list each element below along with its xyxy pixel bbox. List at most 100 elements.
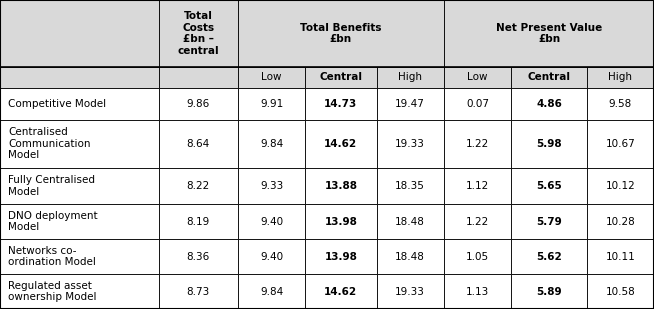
Text: 18.48: 18.48 bbox=[395, 217, 425, 227]
Bar bbox=[305, 274, 377, 309]
Bar bbox=[587, 168, 654, 204]
Bar bbox=[444, 204, 511, 239]
Bar bbox=[587, 67, 654, 88]
Text: 1.22: 1.22 bbox=[466, 217, 489, 227]
Bar bbox=[0, 239, 158, 274]
Text: 19.33: 19.33 bbox=[395, 286, 425, 297]
Bar bbox=[0, 274, 158, 309]
Bar bbox=[305, 120, 377, 168]
Bar bbox=[238, 274, 305, 309]
Text: High: High bbox=[398, 73, 422, 83]
Bar bbox=[238, 120, 305, 168]
Text: 10.12: 10.12 bbox=[606, 181, 635, 191]
Text: 9.91: 9.91 bbox=[260, 99, 283, 109]
Bar bbox=[377, 120, 444, 168]
Text: 9.84: 9.84 bbox=[260, 139, 283, 149]
Text: 14.62: 14.62 bbox=[324, 139, 358, 149]
Text: 10.11: 10.11 bbox=[606, 252, 635, 262]
Bar bbox=[511, 204, 587, 239]
Bar bbox=[158, 67, 238, 88]
Text: 13.88: 13.88 bbox=[324, 181, 357, 191]
Bar bbox=[444, 88, 511, 120]
Bar bbox=[511, 168, 587, 204]
Bar bbox=[511, 239, 587, 274]
Text: Low: Low bbox=[261, 73, 282, 83]
Text: High: High bbox=[608, 73, 632, 83]
Text: 1.12: 1.12 bbox=[466, 181, 489, 191]
Bar bbox=[587, 204, 654, 239]
Text: 10.58: 10.58 bbox=[606, 286, 635, 297]
Text: 10.28: 10.28 bbox=[606, 217, 635, 227]
Bar bbox=[444, 67, 511, 88]
Text: Central: Central bbox=[528, 73, 570, 83]
Bar bbox=[238, 168, 305, 204]
Bar bbox=[444, 274, 511, 309]
Bar bbox=[238, 0, 444, 67]
Text: 4.86: 4.86 bbox=[536, 99, 562, 109]
Text: Centralised
Communication
Model: Centralised Communication Model bbox=[8, 127, 90, 160]
Text: Central: Central bbox=[319, 73, 362, 83]
Bar bbox=[377, 88, 444, 120]
Text: DNO deployment
Model: DNO deployment Model bbox=[8, 211, 97, 232]
Bar bbox=[158, 0, 238, 67]
Text: 1.05: 1.05 bbox=[466, 252, 489, 262]
Bar bbox=[587, 120, 654, 168]
Text: 5.65: 5.65 bbox=[536, 181, 562, 191]
Bar bbox=[238, 88, 305, 120]
Bar bbox=[377, 239, 444, 274]
Text: 18.48: 18.48 bbox=[395, 252, 425, 262]
Text: 8.73: 8.73 bbox=[186, 286, 210, 297]
Bar bbox=[587, 274, 654, 309]
Bar bbox=[0, 88, 158, 120]
Text: 14.73: 14.73 bbox=[324, 99, 358, 109]
Bar bbox=[444, 0, 654, 67]
Bar bbox=[587, 239, 654, 274]
Text: 19.47: 19.47 bbox=[395, 99, 425, 109]
Bar bbox=[444, 168, 511, 204]
Bar bbox=[0, 168, 158, 204]
Bar bbox=[0, 204, 158, 239]
Text: 13.98: 13.98 bbox=[324, 217, 357, 227]
Text: Competitive Model: Competitive Model bbox=[8, 99, 106, 109]
Text: 9.40: 9.40 bbox=[260, 217, 283, 227]
Bar bbox=[0, 67, 158, 88]
Text: 14.62: 14.62 bbox=[324, 286, 358, 297]
Text: 8.36: 8.36 bbox=[186, 252, 210, 262]
Text: 1.22: 1.22 bbox=[466, 139, 489, 149]
Text: 9.58: 9.58 bbox=[609, 99, 632, 109]
Text: Total Benefits
£bn: Total Benefits £bn bbox=[300, 23, 382, 44]
Text: 8.22: 8.22 bbox=[186, 181, 210, 191]
Bar bbox=[511, 274, 587, 309]
Bar bbox=[305, 239, 377, 274]
Text: Networks co-
ordination Model: Networks co- ordination Model bbox=[8, 246, 95, 267]
Text: 10.67: 10.67 bbox=[606, 139, 635, 149]
Text: 5.62: 5.62 bbox=[536, 252, 562, 262]
Text: 8.64: 8.64 bbox=[186, 139, 210, 149]
Text: Fully Centralised
Model: Fully Centralised Model bbox=[8, 175, 95, 197]
Text: 9.40: 9.40 bbox=[260, 252, 283, 262]
Text: 0.07: 0.07 bbox=[466, 99, 489, 109]
Text: Net Present Value
£bn: Net Present Value £bn bbox=[496, 23, 602, 44]
Bar bbox=[238, 239, 305, 274]
Text: Low: Low bbox=[468, 73, 488, 83]
Bar bbox=[305, 88, 377, 120]
Bar bbox=[305, 67, 377, 88]
Text: 5.89: 5.89 bbox=[536, 286, 562, 297]
Text: 9.33: 9.33 bbox=[260, 181, 283, 191]
Bar bbox=[511, 88, 587, 120]
Text: 9.86: 9.86 bbox=[186, 99, 210, 109]
Bar bbox=[158, 120, 238, 168]
Bar bbox=[0, 120, 158, 168]
Text: 5.79: 5.79 bbox=[536, 217, 562, 227]
Text: 9.84: 9.84 bbox=[260, 286, 283, 297]
Text: Regulated asset
ownership Model: Regulated asset ownership Model bbox=[8, 281, 96, 302]
Bar bbox=[238, 67, 305, 88]
Text: 8.19: 8.19 bbox=[186, 217, 210, 227]
Bar bbox=[511, 67, 587, 88]
Bar bbox=[158, 204, 238, 239]
Bar bbox=[377, 168, 444, 204]
Bar bbox=[158, 88, 238, 120]
Bar bbox=[377, 274, 444, 309]
Bar bbox=[444, 239, 511, 274]
Bar bbox=[305, 168, 377, 204]
